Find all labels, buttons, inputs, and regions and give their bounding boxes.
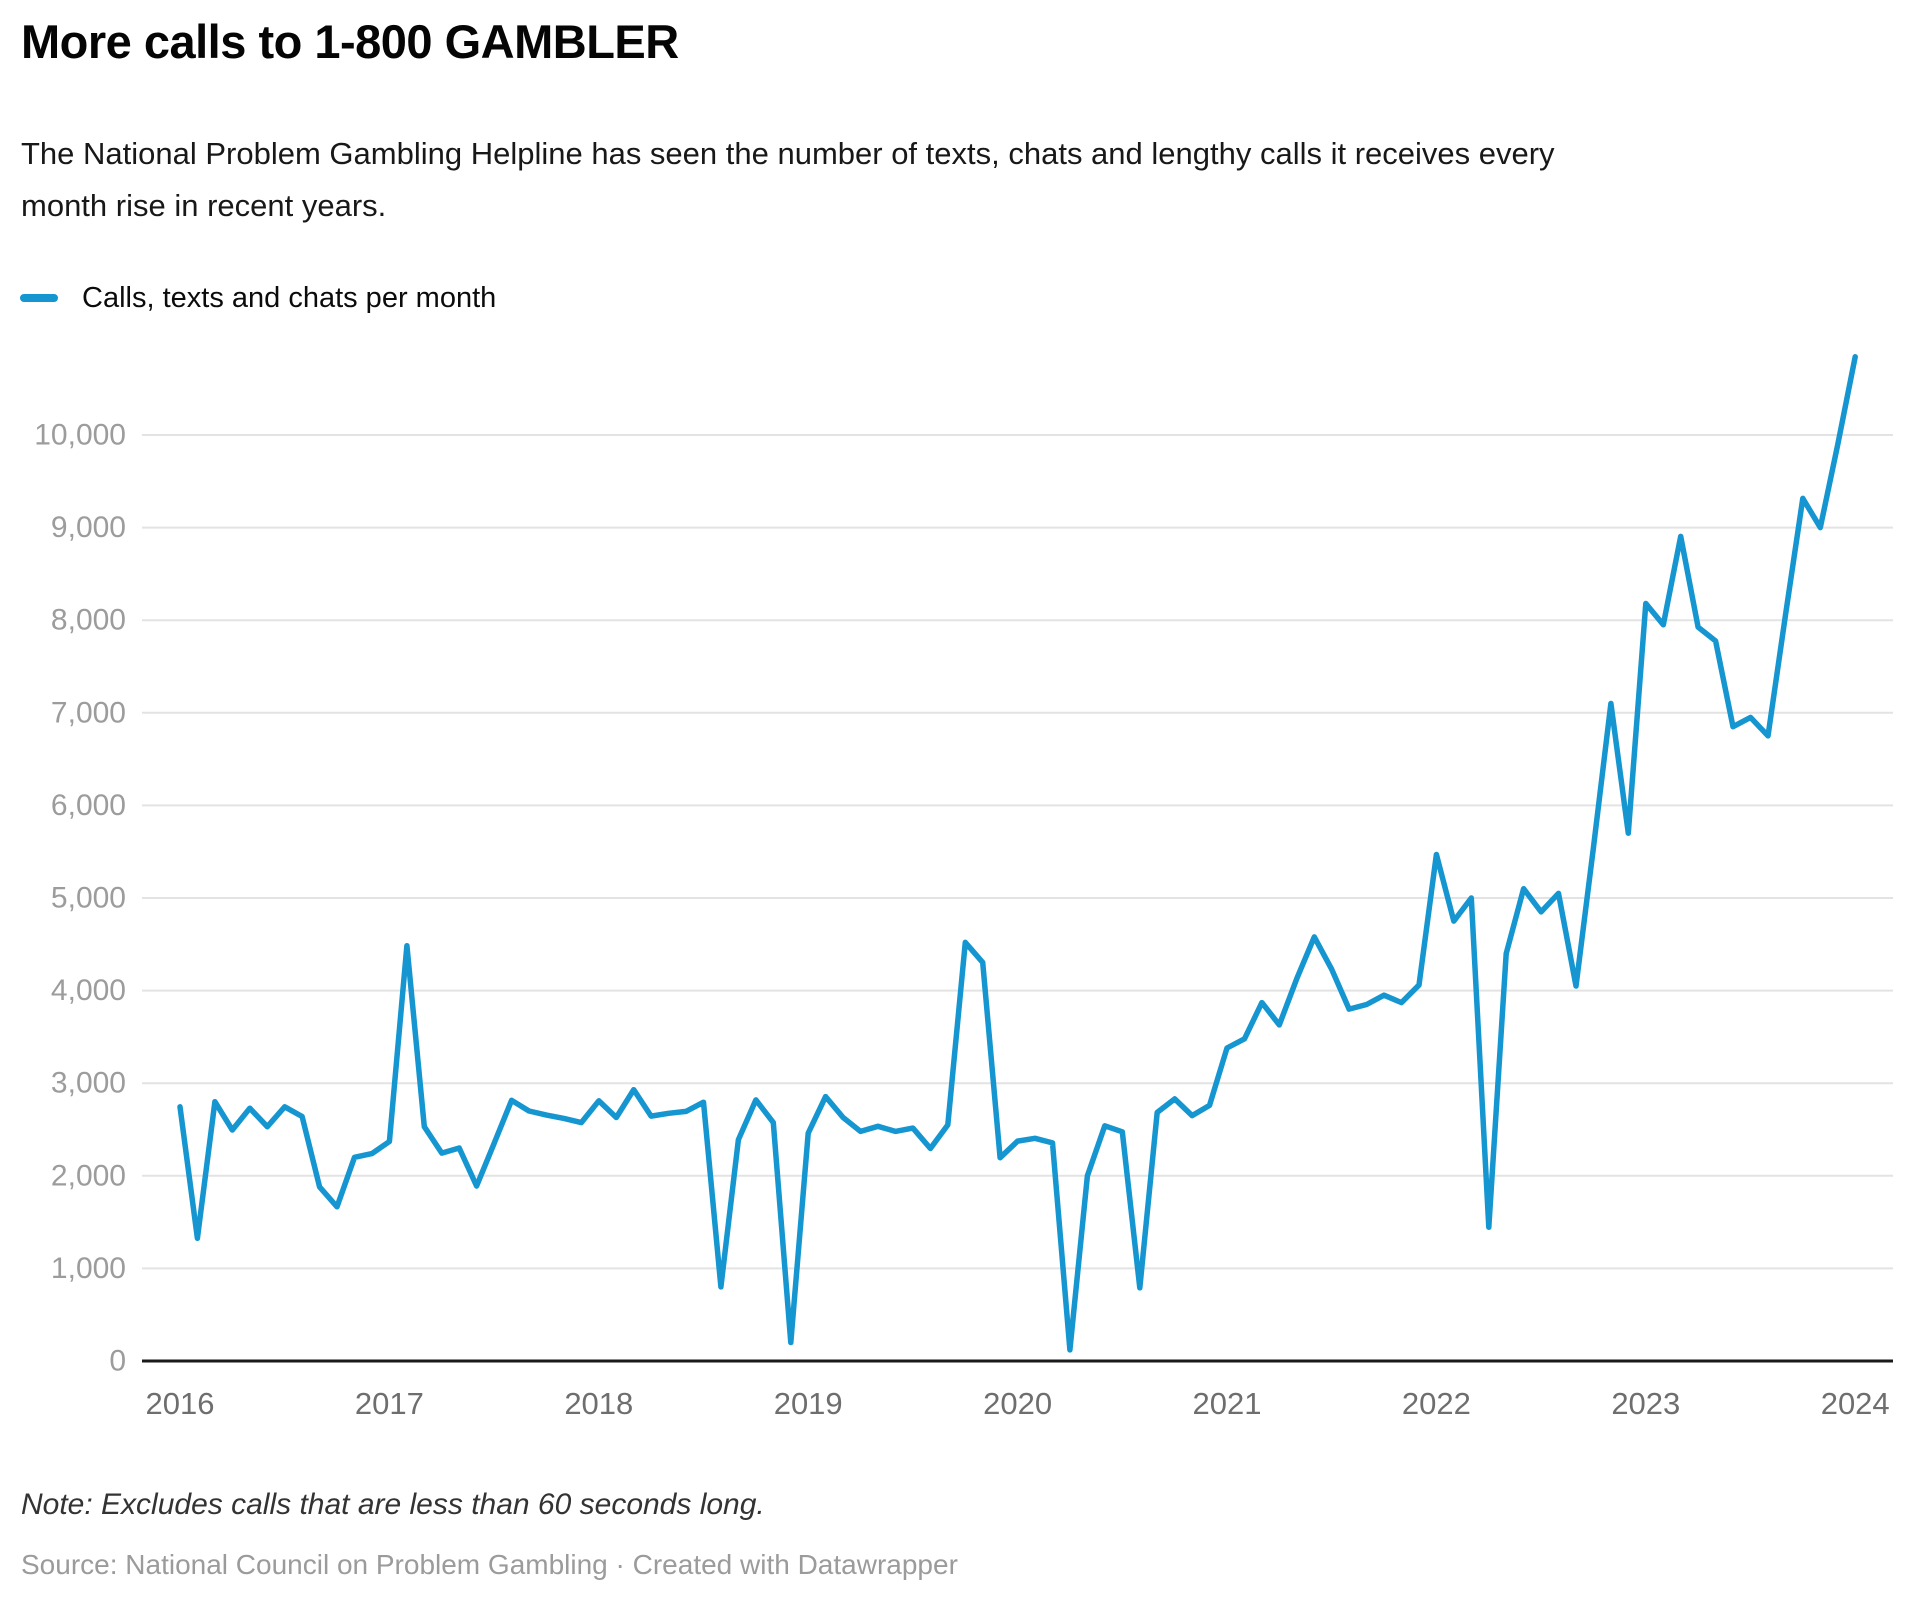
y-tick-label: 4,000 bbox=[51, 974, 126, 1007]
x-tick-label: 2016 bbox=[146, 1386, 215, 1421]
y-tick-label: 10,000 bbox=[34, 419, 126, 452]
y-tick-label: 5,000 bbox=[51, 882, 126, 915]
page-title: More calls to 1-800 GAMBLER bbox=[21, 15, 679, 68]
y-tick-label: 6,000 bbox=[51, 789, 126, 822]
x-tick-label: 2017 bbox=[355, 1386, 424, 1421]
x-tick-label: 2023 bbox=[1611, 1386, 1680, 1421]
y-tick-label: 2,000 bbox=[51, 1159, 126, 1192]
x-tick-label: 2019 bbox=[774, 1386, 843, 1421]
y-tick-label: 0 bbox=[109, 1345, 126, 1378]
y-tick-label: 8,000 bbox=[51, 604, 126, 637]
page-subtitle: The National Problem Gambling Helpline h… bbox=[21, 136, 1555, 223]
x-tick-label: 2021 bbox=[1193, 1386, 1262, 1421]
x-tick-label: 2024 bbox=[1821, 1386, 1890, 1421]
legend: Calls, texts and chats per month bbox=[20, 282, 496, 314]
legend-line-swatch bbox=[20, 294, 58, 302]
y-tick-label: 3,000 bbox=[51, 1067, 126, 1100]
series-line bbox=[177, 354, 1858, 1353]
y-axis-tick-labels: 0 1,000 2,000 3,000 4,000 5,000 6,000 7,000 8,00… bbox=[34, 419, 126, 1378]
data-series bbox=[177, 354, 1858, 1353]
chart-source: Source: National Council on Problem Gamb… bbox=[21, 1549, 958, 1580]
legend-label: Calls, texts and chats per month bbox=[82, 281, 497, 314]
x-tick-label: 2020 bbox=[983, 1386, 1052, 1421]
x-axis-tick-labels: 2016 2017 2018 2019 2020 2021 2022 2023 2024 bbox=[146, 1386, 1890, 1421]
y-tick-label: 7,000 bbox=[51, 696, 126, 729]
x-tick-label: 2022 bbox=[1402, 1386, 1471, 1421]
y-tick-label: 1,000 bbox=[51, 1252, 126, 1285]
chart-note: Note: Excludes calls that are less than … bbox=[21, 1488, 765, 1521]
y-tick-label: 9,000 bbox=[51, 511, 126, 544]
gridlines bbox=[142, 434, 1893, 1363]
x-tick-label: 2018 bbox=[564, 1386, 633, 1421]
